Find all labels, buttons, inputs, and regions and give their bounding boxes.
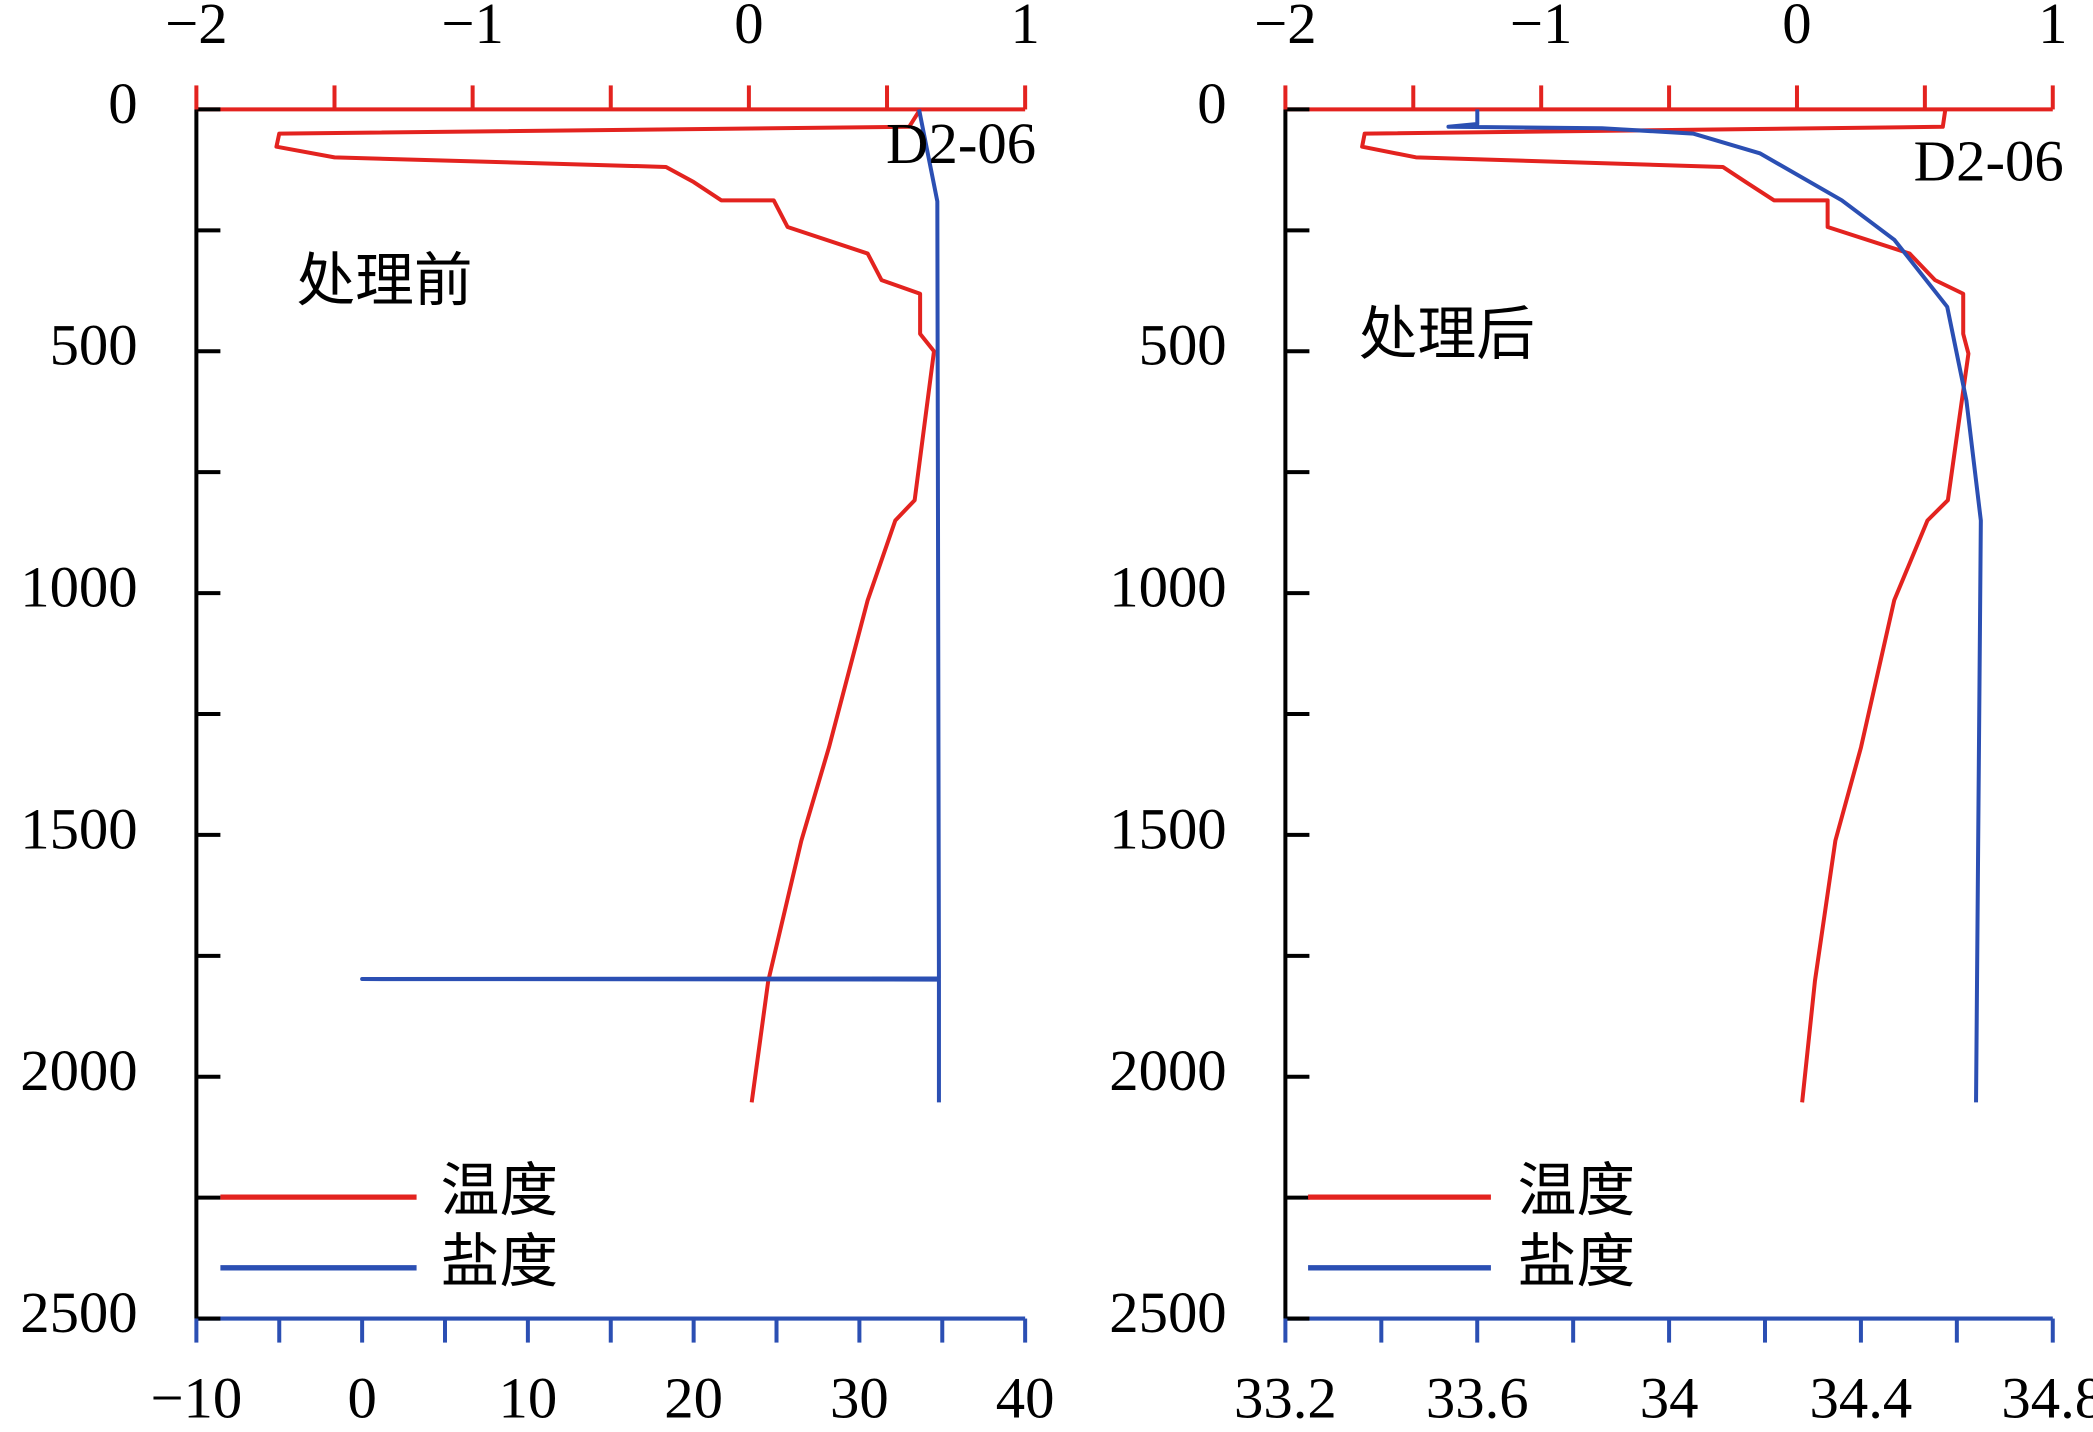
x2-tick-label: −1 [1510, 0, 1572, 56]
x2-tick-label: 1 [2038, 0, 2067, 56]
series-line [274, 108, 936, 1103]
x2-tick-label: 1 [1010, 0, 1039, 56]
station-label: D2-06 [886, 111, 1036, 176]
x2-tick-label: −2 [1254, 0, 1316, 56]
y-tick-label: 2000 [1109, 1038, 1226, 1103]
y-tick-label: 1500 [1109, 796, 1226, 861]
series-line [1360, 109, 1971, 1103]
x-tick-label: 34 [1640, 1365, 1699, 1430]
legend-label: 盐度 [441, 1229, 558, 1294]
x-tick-label: 30 [830, 1365, 889, 1430]
x2-tick-label: −2 [165, 0, 227, 56]
y-tick-label: 2500 [1109, 1280, 1226, 1345]
x2-tick-label: 0 [1782, 0, 1811, 56]
y-tick-label: 1500 [20, 796, 137, 861]
station-label: D2-06 [1914, 128, 2064, 193]
x-tick-label: 20 [664, 1365, 723, 1430]
y-tick-label: 500 [1139, 313, 1227, 378]
x-tick-label: −10 [150, 1365, 242, 1430]
y-tick-label: 500 [50, 313, 138, 378]
x2-tick-label: −1 [441, 0, 503, 56]
series-line [1446, 109, 1983, 1103]
x-tick-label: 33.2 [1234, 1365, 1337, 1430]
legend-label: 盐度 [1518, 1229, 1635, 1294]
y-tick-label: 2000 [20, 1038, 137, 1103]
legend-label: 温度 [441, 1159, 558, 1224]
x-tick-label: 34.4 [1810, 1365, 1913, 1430]
y-tick-label: 1000 [20, 555, 137, 620]
x-tick-label: 34.8 [2001, 1365, 2093, 1430]
y-tick-label: 0 [108, 71, 137, 136]
annotation: 处理前 [296, 248, 472, 313]
x-tick-label: 40 [996, 1365, 1055, 1430]
y-tick-label: 1000 [1109, 555, 1226, 620]
x2-tick-label: 0 [734, 0, 763, 56]
x-tick-label: 33.6 [1426, 1365, 1529, 1430]
legend-label: 温度 [1518, 1159, 1635, 1224]
annotation: 处理后 [1359, 302, 1535, 367]
y-tick-label: 0 [1197, 71, 1226, 136]
x-tick-label: 10 [499, 1365, 558, 1430]
y-tick-label: 2500 [20, 1280, 137, 1345]
series-line [360, 109, 941, 1103]
x-tick-label: 0 [347, 1365, 376, 1430]
